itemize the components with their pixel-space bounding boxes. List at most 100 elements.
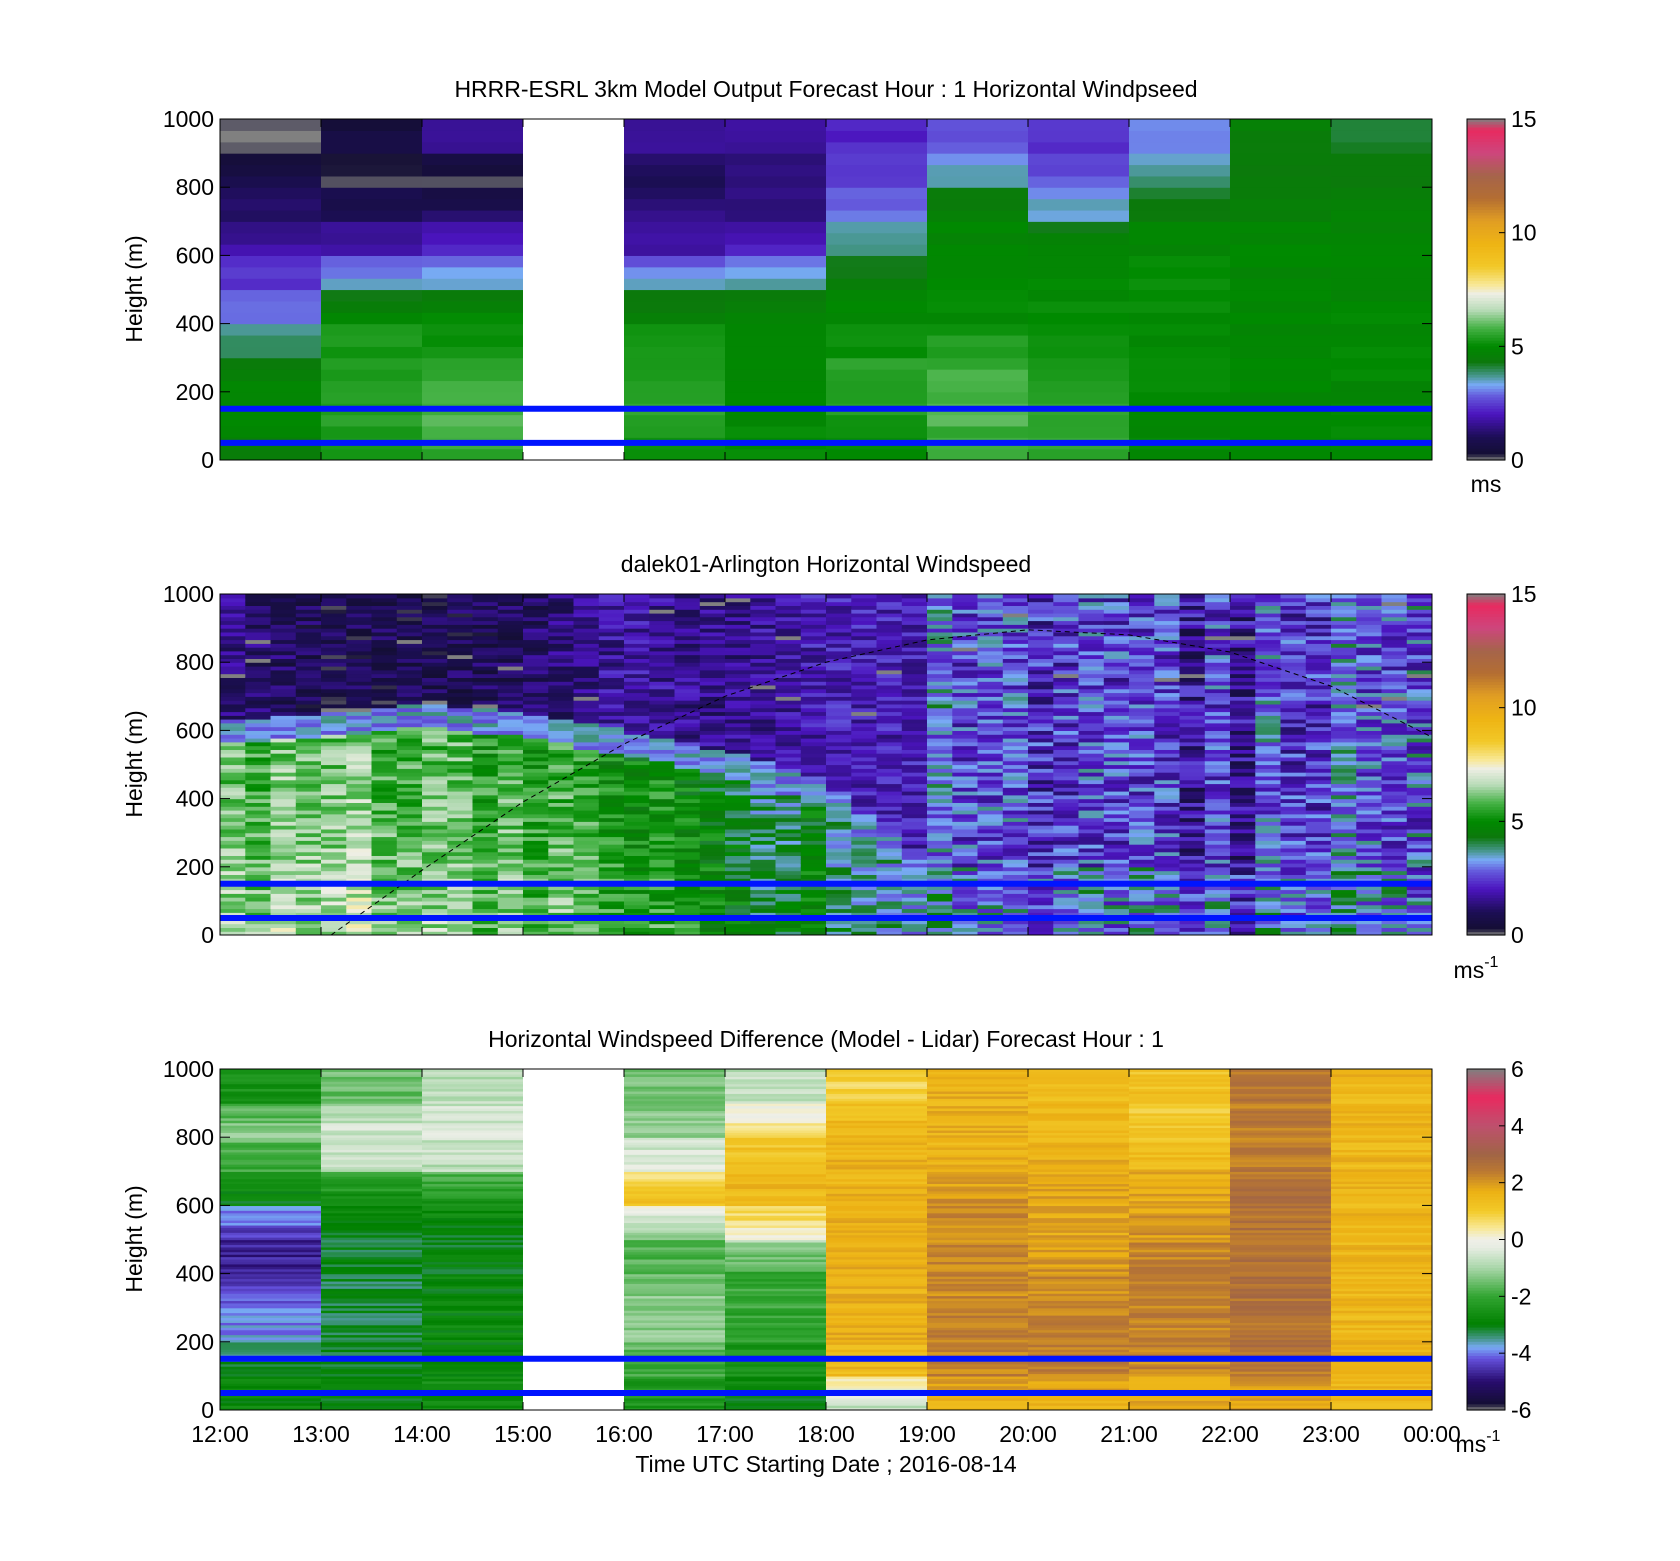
- heatmap-cell: [1002, 647, 1029, 652]
- heatmap-cell: [1381, 927, 1408, 932]
- heatmap-cell: [422, 749, 448, 754]
- heatmap-cell: [1078, 597, 1105, 603]
- heatmap-cell: [295, 919, 322, 925]
- heatmap-cell: [1028, 859, 1054, 864]
- heatmap-cell: [295, 673, 322, 678]
- heatmap-cell: [952, 719, 979, 724]
- heatmap-cell: [295, 631, 322, 637]
- heatmap-cell: [422, 425, 524, 438]
- heatmap-cell: [1255, 859, 1282, 864]
- heatmap-cell: [1154, 730, 1181, 735]
- heatmap-cell: [927, 289, 1029, 302]
- heatmap-cell: [750, 673, 777, 678]
- heatmap-cell: [1078, 927, 1105, 932]
- heatmap-cell: [775, 700, 802, 705]
- heatmap-cell: [1078, 662, 1105, 667]
- heatmap-cell: [1280, 878, 1307, 883]
- heatmap-cell: [674, 741, 701, 747]
- heatmap-cell: [1129, 662, 1155, 667]
- heatmap-cell: [725, 681, 751, 686]
- heatmap-cell: [927, 605, 953, 610]
- heatmap-cell: [371, 794, 398, 800]
- heatmap-cell: [1204, 677, 1231, 682]
- heatmap-cell: [422, 817, 448, 822]
- heatmap-cell: [952, 836, 979, 841]
- heatmap-cell: [447, 813, 474, 819]
- heatmap-cell: [321, 643, 347, 648]
- heatmap-cell: [826, 734, 852, 739]
- heatmap-cell: [295, 601, 322, 606]
- heatmap-cell: [927, 874, 953, 879]
- heatmap-cell: [1305, 787, 1332, 792]
- heatmap-cell: [1381, 813, 1408, 819]
- heatmap-cell: [952, 908, 979, 913]
- heatmap-cell: [1230, 844, 1256, 849]
- heatmap-cell: [775, 779, 802, 785]
- heatmap-cell: [270, 643, 297, 648]
- heatmap-cell: [548, 802, 575, 807]
- heatmap-cell: [1028, 775, 1054, 781]
- heatmap-cell: [321, 749, 347, 754]
- heatmap-cell: [901, 677, 928, 682]
- colorbar-swatch: [1467, 886, 1505, 891]
- heatmap-cell: [1204, 836, 1231, 841]
- heatmap-cell: [245, 851, 272, 856]
- heatmap-cell: [548, 647, 575, 652]
- colorbar-swatch: [1467, 283, 1505, 288]
- heatmap-cell: [1129, 806, 1155, 811]
- heatmap-cell: [1305, 870, 1332, 875]
- heatmap-cell: [396, 821, 423, 826]
- heatmap-cell: [1305, 760, 1332, 766]
- heatmap-cell: [220, 768, 246, 773]
- heatmap-cell: [800, 707, 827, 713]
- heatmap-cell: [1381, 897, 1408, 902]
- heatmap-cell: [220, 923, 246, 928]
- heatmap-cell: [346, 696, 373, 701]
- heatmap-cell: [1356, 753, 1383, 758]
- heatmap-cell: [1129, 624, 1155, 629]
- heatmap-cell: [321, 620, 347, 625]
- heatmap-cell: [1305, 734, 1332, 739]
- heatmap-cell: [1406, 775, 1432, 781]
- heatmap-cell: [472, 794, 499, 800]
- heatmap-cell: [725, 760, 751, 766]
- heatmap-cell: [1028, 741, 1054, 747]
- heatmap-cell: [396, 631, 423, 637]
- heatmap-cell: [371, 734, 398, 739]
- heatmap-cell: [876, 931, 903, 935]
- heatmap-cell: [826, 289, 928, 302]
- colorbar-swatch: [1467, 753, 1505, 757]
- heatmap-cell: [624, 448, 726, 460]
- heatmap-cell: [598, 859, 625, 864]
- heatmap-cell: [775, 616, 802, 622]
- heatmap-cell: [927, 119, 1029, 131]
- heatmap-cell: [1002, 806, 1029, 811]
- heatmap-cell: [851, 874, 878, 879]
- heatmap-cell: [321, 209, 423, 222]
- heatmap-cell: [725, 775, 751, 781]
- heatmap-cell: [649, 730, 676, 735]
- heatmap-cell: [725, 616, 751, 622]
- heatmap-cell: [1356, 760, 1383, 766]
- heatmap-cell: [1305, 885, 1332, 891]
- heatmap-cell: [927, 813, 953, 819]
- heatmap-cell: [1154, 923, 1181, 928]
- heatmap-cell: [927, 681, 953, 686]
- heatmap-cell: [1129, 825, 1155, 830]
- heatmap-cell: [775, 620, 802, 625]
- heatmap-cell: [1381, 669, 1408, 675]
- heatmap-cell: [396, 878, 423, 883]
- heatmap-cell: [649, 677, 676, 682]
- heatmap-cell: [624, 927, 650, 932]
- heatmap-cell: [927, 669, 953, 675]
- heatmap-cell: [1129, 817, 1155, 822]
- heatmap-cell: [826, 278, 928, 291]
- heatmap-cell: [1331, 684, 1357, 690]
- heatmap-cell: [901, 885, 928, 891]
- heatmap-cell: [1356, 658, 1383, 663]
- heatmap-cell: [523, 734, 549, 739]
- heatmap-cell: [750, 601, 777, 606]
- heatmap-cell: [1356, 923, 1383, 928]
- heatmap-cell: [346, 628, 373, 633]
- heatmap-cell: [1154, 794, 1181, 800]
